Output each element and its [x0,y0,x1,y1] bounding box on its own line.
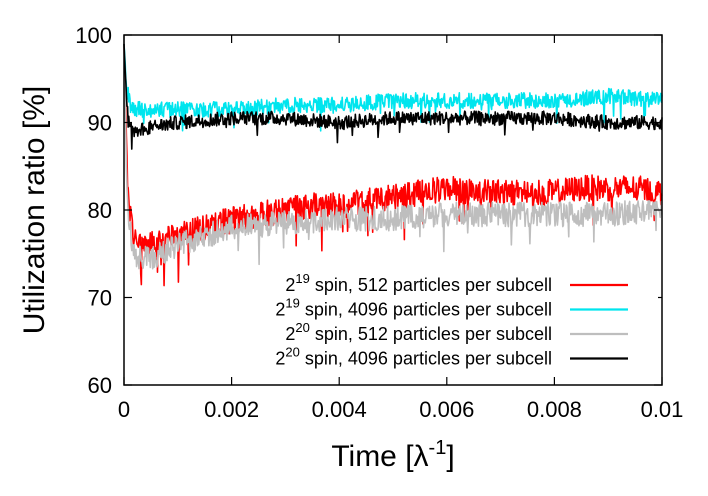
series-line-4 [123,43,663,150]
x-axis-label-sup: -1 [429,437,447,459]
legend-sup: 19 [285,296,299,311]
legend-base: 2 [275,349,285,369]
y-tick-label: 100 [75,23,112,48]
y-axis-label: Utilization ratio [%] [18,86,51,334]
legend-base: 2 [285,324,295,344]
legend-sup: 20 [295,320,309,335]
x-axis-label: Time [λ-1] [331,437,454,473]
legend-sup: 20 [285,345,299,360]
x-tick-label: 0.006 [419,397,474,422]
legend-text: spin, 512 particles per subcell [310,275,552,295]
legend-entry-label: 220 spin, 512 particles per subcell [285,320,552,344]
series-layer [123,43,663,287]
legend-base: 2 [275,300,285,320]
x-tick-label: 0.004 [312,397,367,422]
legend-text: spin, 4096 particles per subcell [300,349,552,369]
y-tick-label: 80 [88,198,112,223]
legend-text: spin, 4096 particles per subcell [300,300,552,320]
x-tick-label: 0.008 [527,397,582,422]
series-line-3 [123,43,663,270]
y-tick-label: 60 [88,373,112,398]
legend-entry-label: 220 spin, 4096 particles per subcell [275,345,552,369]
legend-sup: 19 [295,271,309,286]
legend-entry-label: 219 spin, 4096 particles per subcell [275,296,552,320]
y-tick-label: 90 [88,111,112,136]
legend-text: spin, 512 particles per subcell [310,324,552,344]
x-axis-label-main: Time [λ [331,440,428,473]
x-tick-label: 0.01 [641,397,684,422]
legend-base: 2 [285,275,295,295]
x-tick-label: 0 [118,397,130,422]
ticks-layer: 0 0.002 0.004 0.006 0.008 0.01 60 70 80 90 100 [75,23,683,422]
x-axis-label-tail: ] [446,440,454,473]
series-line-1 [123,43,663,287]
y-tick-label: 70 [88,286,112,311]
legend-entry-label: 219 spin, 512 particles per subcell [285,271,552,295]
x-tick-label: 0.002 [204,397,259,422]
series-line-2 [123,43,663,132]
